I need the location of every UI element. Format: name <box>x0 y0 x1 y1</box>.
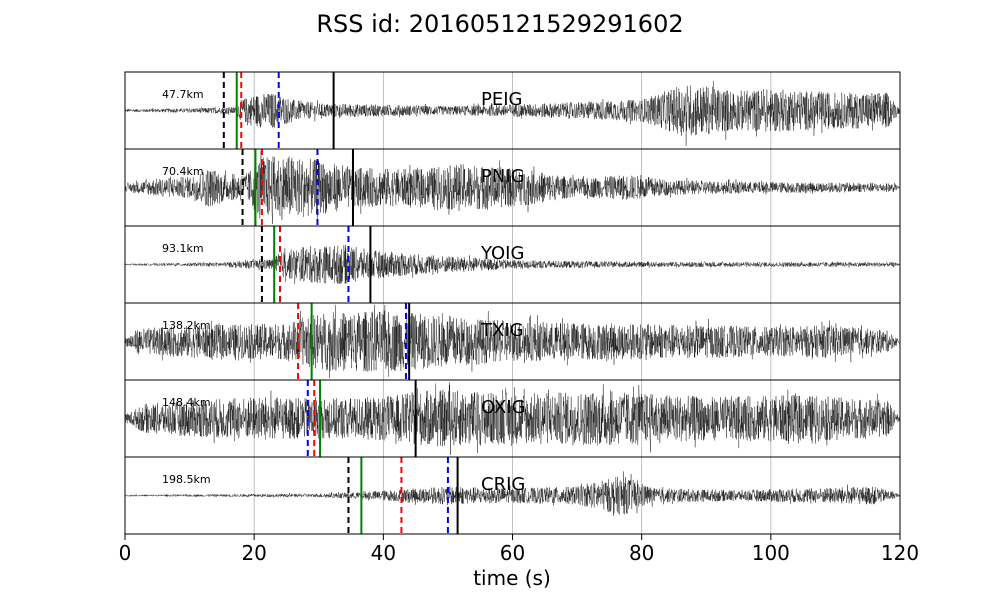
waveform-trace <box>124 382 901 456</box>
x-axis: 0 20 40 60 80 100 120 <box>119 534 919 565</box>
distance-label: 148.4km <box>162 396 211 409</box>
distance-label: 138.2km <box>162 319 211 332</box>
station-panels: 47.7km PEIG 70.4km PNIG 93.1km YOIG 138.2km TXI… <box>124 71 901 535</box>
station-label: PNIG <box>481 166 525 187</box>
panel-pnig: 70.4km PNIG <box>124 148 901 227</box>
panel-txig: 138.2km TXIG <box>124 302 901 381</box>
station-label: PEIG <box>481 89 522 110</box>
station-label: TXIG <box>480 320 524 341</box>
x-tick-label: 0 <box>119 541 132 565</box>
x-tick-label: 20 <box>241 541 266 565</box>
waveform-trace <box>124 80 901 146</box>
x-tick-label: 60 <box>500 541 525 565</box>
distance-label: 70.4km <box>162 165 204 178</box>
station-label: YOIG <box>480 243 524 264</box>
x-tick-label: 120 <box>881 541 919 565</box>
station-label: OXIG <box>481 397 526 418</box>
waveform-trace <box>124 244 901 284</box>
distance-label: 93.1km <box>162 242 204 255</box>
distance-label: 198.5km <box>162 473 211 486</box>
panel-crig: 198.5km CRIG <box>124 456 901 535</box>
waveform-trace <box>124 304 901 379</box>
x-tick-label: 100 <box>752 541 790 565</box>
x-tick-label: 40 <box>371 541 396 565</box>
waveform-trace <box>124 471 901 516</box>
waveform-trace <box>124 150 901 225</box>
distance-label: 47.7km <box>162 88 204 101</box>
panel-oxig: 148.4km OXIG <box>124 379 901 458</box>
x-axis-label: time (s) <box>473 566 551 590</box>
panel-peig: 47.7km PEIG <box>124 71 901 150</box>
station-label: CRIG <box>481 474 525 495</box>
x-tick-label: 80 <box>629 541 654 565</box>
panel-yoig: 93.1km YOIG <box>124 225 901 304</box>
chart-title: RSS id: 201605121529291602 <box>316 10 683 38</box>
